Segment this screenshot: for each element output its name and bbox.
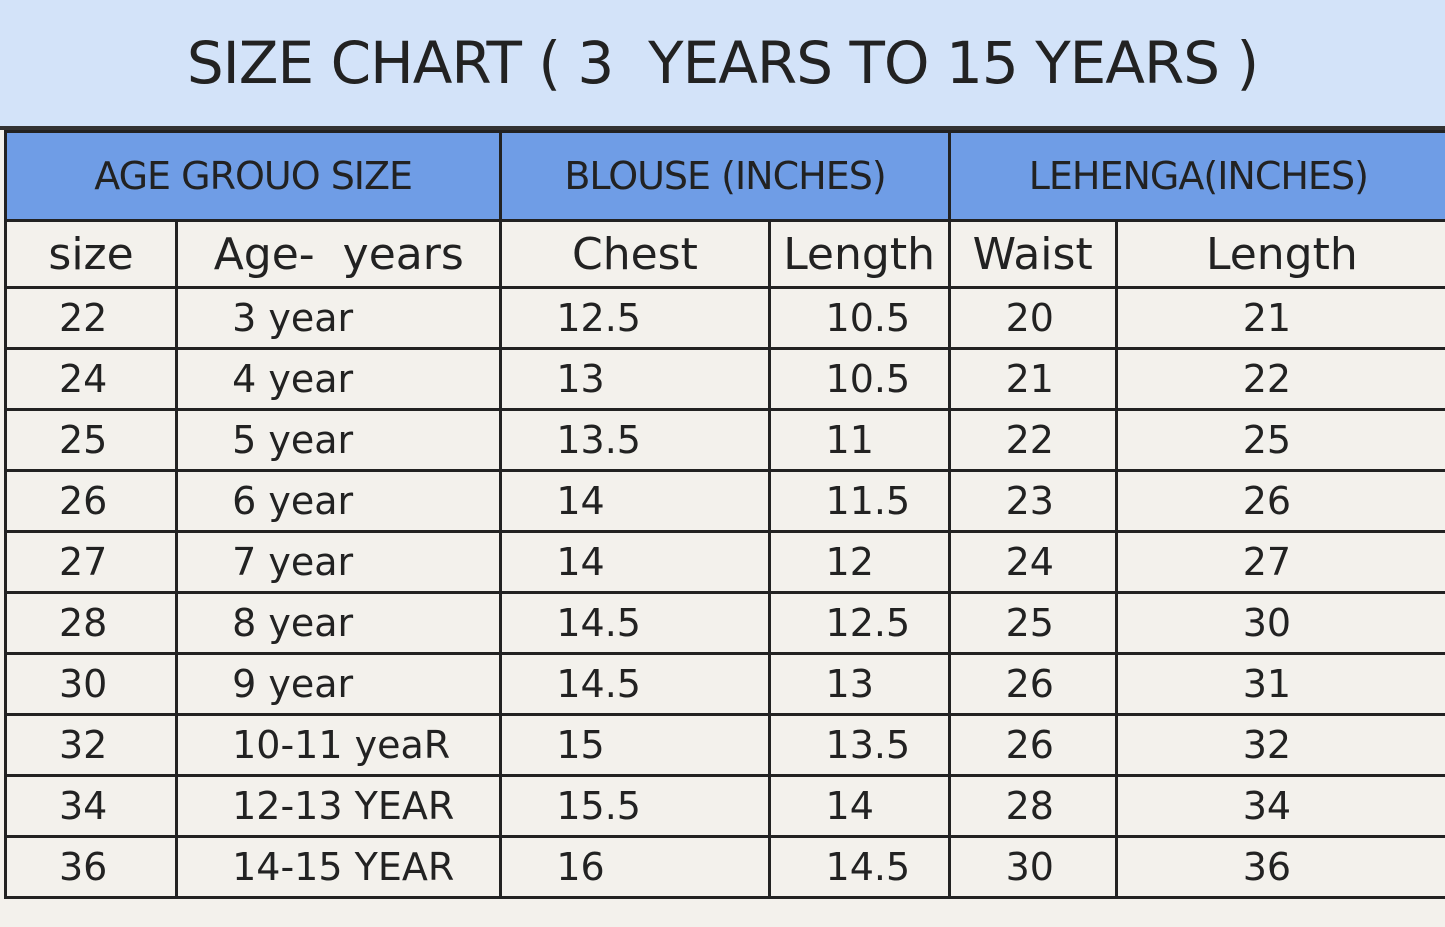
table-cell: 15	[499, 713, 771, 777]
table-cell: 14.5	[499, 591, 771, 655]
table-cell: 12.5	[499, 286, 771, 350]
table-cell: 22	[1114, 347, 1445, 411]
table-cell: 26	[3, 469, 179, 533]
table-cell: 25	[947, 591, 1118, 655]
title: SIZE CHART ( 3 YEARS TO 15 YEARS )	[0, 0, 1445, 130]
size-table: AGE GROUO SIZE BLOUSE (INCHES) LEHENGA(I…	[3, 130, 1445, 899]
table-cell: 8 year	[175, 591, 503, 655]
column-header: Chest	[499, 219, 771, 289]
table-cell: 12.5	[767, 591, 951, 655]
table-cell: 26	[947, 713, 1118, 777]
table-row: 27 7 year 14 12 24 27	[3, 530, 1445, 594]
table-row: 25 5 year 13.5 11 22 25	[3, 408, 1445, 472]
column-header: Length	[1114, 219, 1445, 289]
column-header: Length	[767, 219, 951, 289]
table-cell: 14-15 YEAR	[175, 835, 503, 899]
table-cell: 24	[3, 347, 179, 411]
table-cell: 12	[767, 530, 951, 594]
table-cell: 25	[3, 408, 179, 472]
table-cell: 13	[499, 347, 771, 411]
table-cell: 26	[947, 652, 1118, 716]
table-cell: 10.5	[767, 347, 951, 411]
table-cell: 27	[1114, 530, 1445, 594]
table-row: 22 3 year 12.5 10.5 20 21	[3, 286, 1445, 350]
table-row: 24 4 year 13 10.5 21 22	[3, 347, 1445, 411]
column-header: Waist	[947, 219, 1118, 289]
table-cell: 14	[499, 530, 771, 594]
table-cell: 14.5	[767, 835, 951, 899]
table-row: 26 6 year 14 11.5 23 26	[3, 469, 1445, 533]
group-header: LEHENGA(INCHES)	[947, 130, 1445, 222]
table-cell: 11.5	[767, 469, 951, 533]
table-cell: 13.5	[767, 713, 951, 777]
group-header: AGE GROUO SIZE	[3, 130, 503, 222]
table-row: 32 10-11 yeaR 15 13.5 26 32	[3, 713, 1445, 777]
table-cell: 25	[1114, 408, 1445, 472]
table-cell: 28	[3, 591, 179, 655]
table-cell: 22	[947, 408, 1118, 472]
table-cell: 27	[3, 530, 179, 594]
table-cell: 20	[947, 286, 1118, 350]
table-cell: 11	[767, 408, 951, 472]
table-cell: 13.5	[499, 408, 771, 472]
table-cell: 28	[947, 774, 1118, 838]
table-cell: 30	[947, 835, 1118, 899]
table-cell: 24	[947, 530, 1118, 594]
table-cell: 34	[1114, 774, 1445, 838]
table-row: 28 8 year 14.5 12.5 25 30	[3, 591, 1445, 655]
table-cell: 36	[3, 835, 179, 899]
table-cell: 16	[499, 835, 771, 899]
table-cell: 12-13 YEAR	[175, 774, 503, 838]
column-header: size	[3, 219, 179, 289]
table-cell: 14.5	[499, 652, 771, 716]
table-row: 34 12-13 YEAR 15.5 14 28 34	[3, 774, 1445, 838]
table-row: 30 9 year 14.5 13 26 31	[3, 652, 1445, 716]
table-cell: 15.5	[499, 774, 771, 838]
table-cell: 14	[767, 774, 951, 838]
table-cell: 23	[947, 469, 1118, 533]
table-cell: 10-11 yeaR	[175, 713, 503, 777]
group-header: BLOUSE (INCHES)	[499, 130, 951, 222]
table-cell: 5 year	[175, 408, 503, 472]
table-cell: 10.5	[767, 286, 951, 350]
table-cell: 21	[1114, 286, 1445, 350]
table-cell: 13	[767, 652, 951, 716]
table-row: 36 14-15 YEAR 16 14.5 30 36	[3, 835, 1445, 899]
table-cell: 30	[1114, 591, 1445, 655]
table-cell: 9 year	[175, 652, 503, 716]
table-cell: 7 year	[175, 530, 503, 594]
table-cell: 3 year	[175, 286, 503, 350]
table-cell: 14	[499, 469, 771, 533]
table-cell: 32	[3, 713, 179, 777]
table-cell: 21	[947, 347, 1118, 411]
table-cell: 30	[3, 652, 179, 716]
table-cell: 22	[3, 286, 179, 350]
table-cell: 26	[1114, 469, 1445, 533]
table-cell: 32	[1114, 713, 1445, 777]
table-cell: 4 year	[175, 347, 503, 411]
table-cell: 34	[3, 774, 179, 838]
table-cell: 36	[1114, 835, 1445, 899]
table-cell: 6 year	[175, 469, 503, 533]
column-header: Age- years	[175, 219, 503, 289]
table-cell: 31	[1114, 652, 1445, 716]
